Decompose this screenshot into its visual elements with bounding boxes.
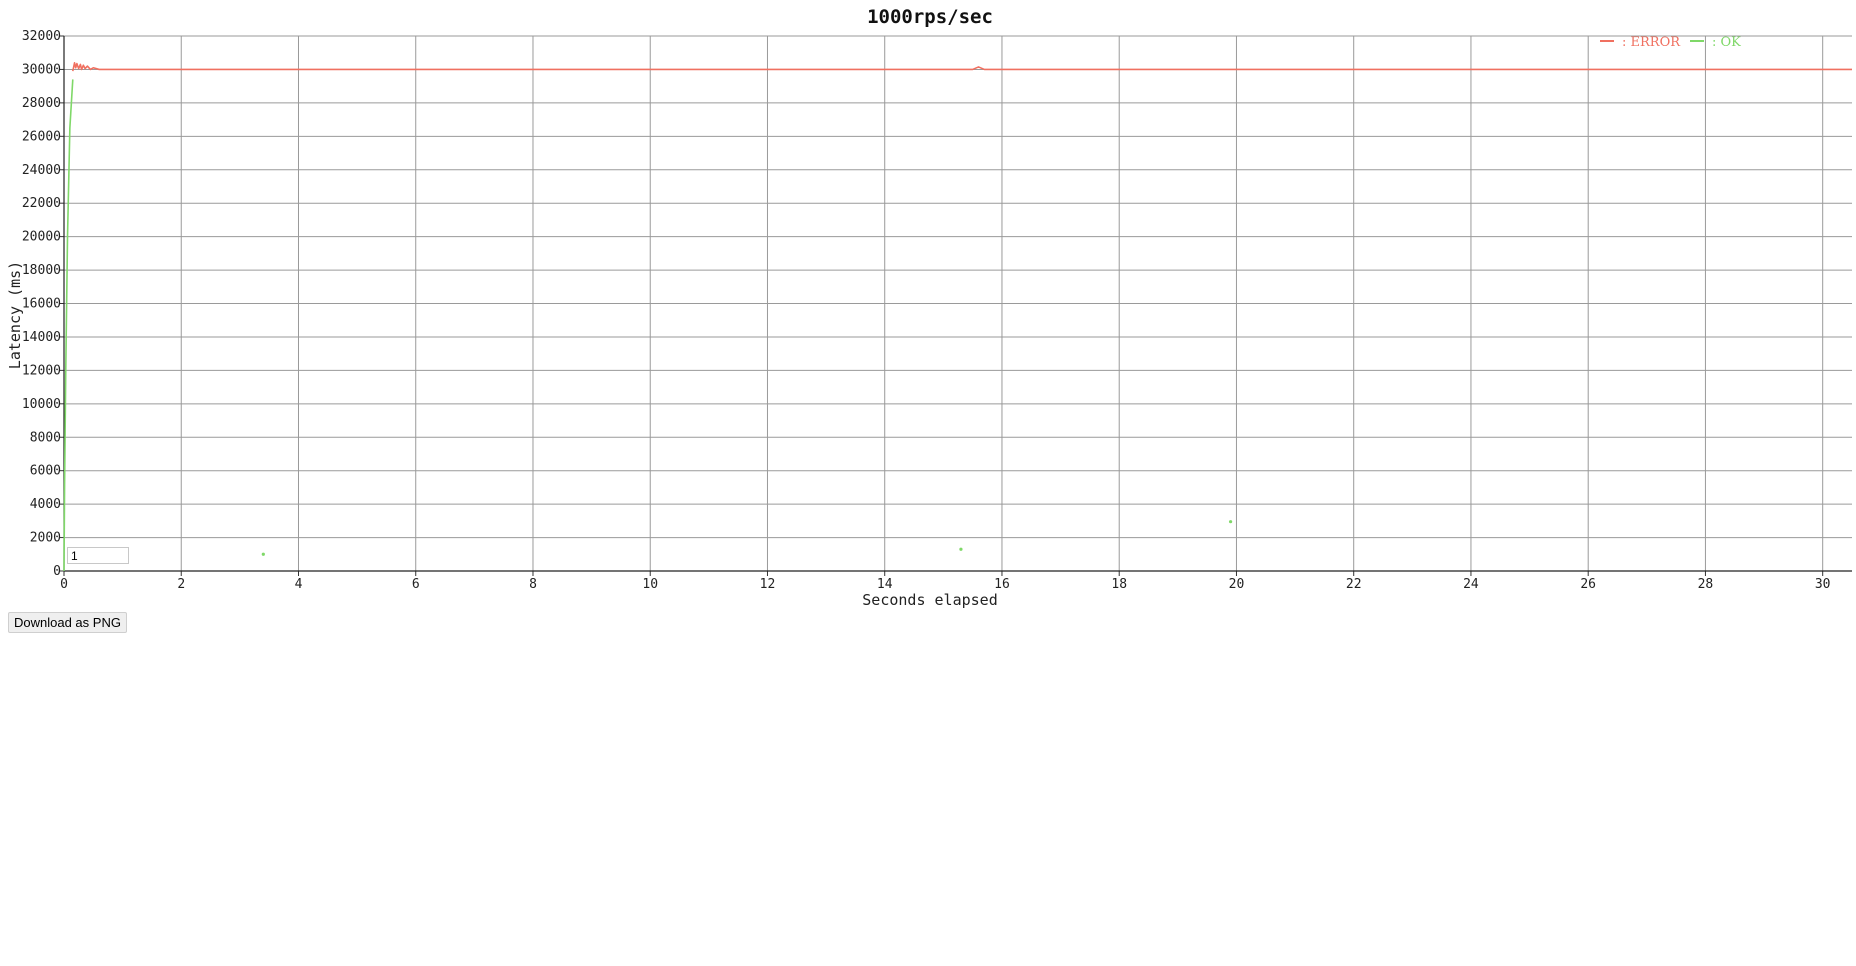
y-tick-label: 2000 bbox=[30, 531, 61, 546]
x-tick-label: 6 bbox=[412, 577, 420, 592]
x-tick-label: 18 bbox=[1111, 577, 1127, 592]
y-tick-label: 32000 bbox=[22, 29, 61, 44]
series-ok-point bbox=[1228, 520, 1233, 524]
series-ok-line bbox=[63, 79, 74, 572]
x-tick-label: 28 bbox=[1698, 577, 1714, 592]
x-tick-label: 4 bbox=[295, 577, 303, 592]
series-ok-point bbox=[959, 547, 963, 551]
legend-error-label: : ERROR bbox=[1622, 35, 1681, 50]
x-tick-label: 20 bbox=[1229, 577, 1245, 592]
x-tick-label: 30 bbox=[1815, 577, 1831, 592]
chart-title: 1000rps/sec bbox=[867, 6, 993, 28]
y-tick-label: 6000 bbox=[30, 464, 61, 479]
y-tick-label: 10000 bbox=[22, 397, 61, 412]
y-tick-label: 16000 bbox=[22, 297, 61, 312]
legend-ok-label: : OK bbox=[1712, 35, 1741, 50]
y-tick-label: 14000 bbox=[22, 330, 61, 345]
series-error-line bbox=[72, 61, 1852, 72]
y-tick-label: 26000 bbox=[22, 129, 61, 144]
x-tick-label: 0 bbox=[60, 577, 68, 592]
y-tick-label: 22000 bbox=[22, 196, 61, 211]
y-tick-label: 20000 bbox=[22, 230, 61, 245]
axes: 0200040006000800010000120001400016000180… bbox=[22, 29, 1852, 592]
x-tick-label: 26 bbox=[1580, 577, 1596, 592]
download-png-button[interactable]: Download as PNG bbox=[8, 612, 127, 633]
series bbox=[63, 61, 1852, 572]
legend-error-name: ERROR bbox=[1631, 35, 1682, 50]
y-tick-label: 28000 bbox=[22, 96, 61, 111]
y-tick-label: 12000 bbox=[22, 363, 61, 378]
x-tick-label: 12 bbox=[760, 577, 776, 592]
x-tick-label: 10 bbox=[642, 577, 658, 592]
grid bbox=[64, 35, 1852, 571]
x-tick-label: 8 bbox=[529, 577, 537, 592]
y-tick-label: 24000 bbox=[22, 163, 61, 178]
x-tick-label: 14 bbox=[877, 577, 893, 592]
x-tick-label: 2 bbox=[177, 577, 185, 592]
y-tick-label: 4000 bbox=[30, 497, 61, 512]
legend-ok-name: OK bbox=[1721, 35, 1742, 50]
series-ok-point bbox=[261, 552, 265, 556]
zoom-input[interactable] bbox=[67, 547, 129, 564]
y-tick-label: 8000 bbox=[30, 430, 61, 445]
y-tick-label: 0 bbox=[53, 564, 61, 579]
y-axis-label: Latency (ms) bbox=[6, 261, 24, 369]
legend: : ERROR : OK bbox=[1600, 35, 1741, 50]
x-tick-label: 24 bbox=[1463, 577, 1479, 592]
x-tick-label: 22 bbox=[1346, 577, 1362, 592]
y-tick-label: 30000 bbox=[22, 62, 61, 77]
x-tick-label: 16 bbox=[994, 577, 1010, 592]
x-axis-label: Seconds elapsed bbox=[862, 591, 997, 609]
y-tick-label: 18000 bbox=[22, 263, 61, 278]
